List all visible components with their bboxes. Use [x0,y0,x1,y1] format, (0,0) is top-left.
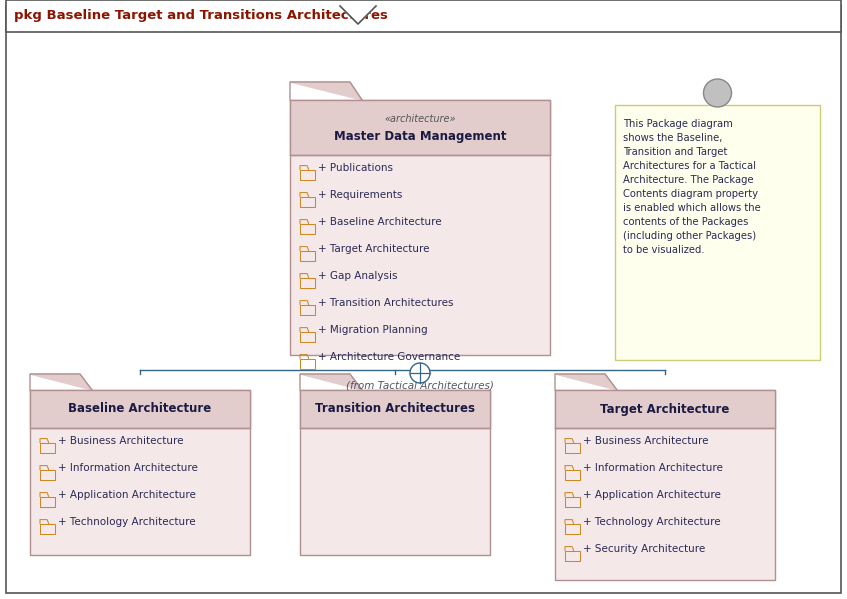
Text: + Target Architecture: + Target Architecture [318,244,429,254]
Text: Master Data Management: Master Data Management [334,130,507,143]
FancyBboxPatch shape [6,6,841,593]
Text: + Application Architecture: + Application Architecture [58,490,196,500]
FancyBboxPatch shape [290,100,550,355]
Text: + Architecture Governance: + Architecture Governance [318,352,461,362]
Polygon shape [290,82,362,100]
Text: Baseline Architecture: Baseline Architecture [69,403,212,416]
Polygon shape [340,6,376,24]
Text: + Transition Architectures: + Transition Architectures [318,298,454,308]
Text: This Package diagram
shows the Baseline,
Transition and Target
Architectures for: This Package diagram shows the Baseline,… [623,119,761,255]
Text: + Security Architecture: + Security Architecture [584,544,706,554]
FancyBboxPatch shape [555,390,775,428]
FancyBboxPatch shape [555,390,775,580]
FancyBboxPatch shape [615,105,820,360]
FancyBboxPatch shape [30,390,250,555]
FancyBboxPatch shape [290,100,550,155]
Text: + Information Architecture: + Information Architecture [58,463,198,473]
Text: + Business Architecture: + Business Architecture [584,436,709,446]
Polygon shape [300,374,362,390]
Text: (from Tactical Architectures): (from Tactical Architectures) [346,380,494,390]
Text: «architecture»: «architecture» [385,113,456,123]
Text: + Business Architecture: + Business Architecture [58,436,184,446]
Text: Transition Architectures: Transition Architectures [315,403,475,416]
Text: + Application Architecture: + Application Architecture [584,490,721,500]
Text: + Information Architecture: + Information Architecture [584,463,723,473]
Text: + Requirements: + Requirements [318,190,402,200]
Circle shape [704,79,732,107]
Text: + Technology Architecture: + Technology Architecture [584,517,721,527]
Text: + Gap Analysis: + Gap Analysis [318,271,398,281]
Polygon shape [30,374,92,390]
Text: + Publications: + Publications [318,163,393,173]
Circle shape [410,363,430,383]
FancyBboxPatch shape [300,390,490,555]
Text: pkg Baseline Target and Transitions Architectures: pkg Baseline Target and Transitions Arch… [14,10,388,23]
Text: + Migration Planning: + Migration Planning [318,325,428,335]
Text: Target Architecture: Target Architecture [601,403,729,416]
FancyBboxPatch shape [30,390,250,428]
Text: + Baseline Architecture: + Baseline Architecture [318,217,442,227]
FancyBboxPatch shape [6,0,841,32]
Text: + Technology Architecture: + Technology Architecture [58,517,196,527]
FancyBboxPatch shape [300,390,490,428]
Polygon shape [555,374,617,390]
